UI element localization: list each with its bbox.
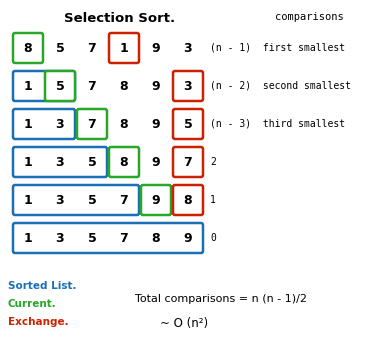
- FancyBboxPatch shape: [109, 147, 139, 177]
- Text: 8: 8: [152, 232, 160, 245]
- Text: Sorted List.: Sorted List.: [8, 281, 76, 291]
- Text: 1: 1: [24, 194, 32, 206]
- Text: 1: 1: [210, 195, 216, 205]
- Text: 3: 3: [184, 80, 192, 92]
- Text: 8: 8: [120, 155, 128, 169]
- FancyBboxPatch shape: [173, 109, 203, 139]
- Text: 1: 1: [24, 232, 32, 245]
- FancyBboxPatch shape: [13, 185, 139, 215]
- Text: 7: 7: [88, 118, 96, 131]
- Text: 9: 9: [152, 80, 160, 92]
- FancyBboxPatch shape: [173, 147, 203, 177]
- Text: 5: 5: [56, 41, 64, 55]
- FancyBboxPatch shape: [13, 109, 75, 139]
- FancyBboxPatch shape: [77, 109, 107, 139]
- Text: (n - 2)  second smallest: (n - 2) second smallest: [210, 81, 351, 91]
- FancyBboxPatch shape: [45, 71, 75, 101]
- Text: 2: 2: [210, 157, 216, 167]
- FancyBboxPatch shape: [13, 33, 43, 63]
- FancyBboxPatch shape: [13, 71, 75, 101]
- FancyBboxPatch shape: [173, 71, 203, 101]
- Text: 1: 1: [24, 155, 32, 169]
- Text: Current.: Current.: [8, 299, 57, 309]
- Text: 8: 8: [24, 41, 32, 55]
- Text: (n - 3)  third smallest: (n - 3) third smallest: [210, 119, 345, 129]
- Text: comparisons: comparisons: [275, 12, 344, 22]
- Text: 9: 9: [184, 232, 192, 245]
- Text: 7: 7: [184, 155, 192, 169]
- Text: Exchange.: Exchange.: [8, 317, 69, 327]
- Text: 7: 7: [120, 194, 129, 206]
- Text: 1: 1: [24, 80, 32, 92]
- Text: 7: 7: [120, 232, 129, 245]
- Text: 8: 8: [184, 194, 192, 206]
- Text: Total comparisons = n (n - 1)/2: Total comparisons = n (n - 1)/2: [135, 294, 307, 304]
- FancyBboxPatch shape: [13, 147, 107, 177]
- Text: 3: 3: [56, 155, 64, 169]
- Text: 9: 9: [152, 41, 160, 55]
- Text: 3: 3: [56, 232, 64, 245]
- Text: 5: 5: [88, 194, 96, 206]
- Text: 3: 3: [184, 41, 192, 55]
- Text: 1: 1: [120, 41, 129, 55]
- Text: 5: 5: [88, 155, 96, 169]
- Text: 5: 5: [56, 80, 64, 92]
- Text: 5: 5: [88, 232, 96, 245]
- Text: 7: 7: [88, 41, 96, 55]
- Text: ~ O (n²): ~ O (n²): [160, 318, 208, 331]
- FancyBboxPatch shape: [173, 185, 203, 215]
- FancyBboxPatch shape: [109, 33, 139, 63]
- Text: 9: 9: [152, 194, 160, 206]
- Text: 7: 7: [88, 80, 96, 92]
- Text: 1: 1: [24, 118, 32, 131]
- Text: Selection Sort.: Selection Sort.: [64, 12, 176, 25]
- Text: 3: 3: [56, 118, 64, 131]
- Text: 9: 9: [152, 118, 160, 131]
- Text: 3: 3: [56, 194, 64, 206]
- Text: 0: 0: [210, 233, 216, 243]
- Text: 5: 5: [184, 118, 192, 131]
- FancyBboxPatch shape: [141, 185, 171, 215]
- Text: (n - 1)  first smallest: (n - 1) first smallest: [210, 43, 345, 53]
- Text: 8: 8: [120, 118, 128, 131]
- Text: 9: 9: [152, 155, 160, 169]
- Text: 8: 8: [120, 80, 128, 92]
- FancyBboxPatch shape: [13, 223, 203, 253]
